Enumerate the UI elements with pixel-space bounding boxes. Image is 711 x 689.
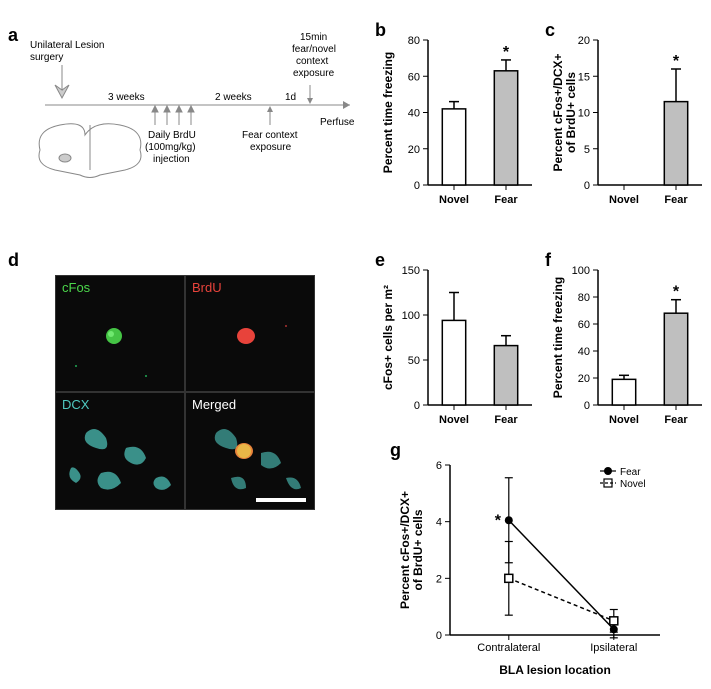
svg-text:Novel: Novel — [439, 194, 469, 206]
dcx-label: DCX — [62, 397, 89, 412]
svg-text:100: 100 — [402, 310, 420, 322]
micro-merged: Merged — [185, 392, 315, 510]
brdu-label-2: (100mg/kg) — [145, 142, 196, 153]
svg-text:50: 50 — [408, 355, 420, 367]
svg-text:20: 20 — [578, 373, 590, 385]
svg-text:Fear: Fear — [494, 194, 518, 206]
panel-a-timeline: Unilateral Lesion surgery 3 weeks 2 week… — [20, 30, 370, 220]
svg-text:10: 10 — [578, 108, 590, 120]
svg-text:150: 150 — [402, 265, 420, 277]
svg-text:20: 20 — [578, 35, 590, 47]
svg-text:40: 40 — [578, 346, 590, 358]
panel-label-a: a — [8, 25, 18, 46]
panel-label-d: d — [8, 250, 19, 271]
svg-text:0: 0 — [414, 180, 420, 192]
panel-f-chart: 0 20 40 60 80 100 Percent time freezing Novel Fe… — [550, 260, 710, 440]
svg-text:Novel: Novel — [620, 479, 646, 490]
merged-label: Merged — [192, 397, 236, 412]
svg-text:Percent cFos+/DCX+: Percent cFos+/DCX+ — [551, 53, 565, 171]
svg-text:of BrdU+ cells: of BrdU+ cells — [564, 72, 578, 153]
panel-b-chart: 0 20 40 60 80 Percent time freezing Novel Fear * — [380, 30, 540, 220]
panel-a-3weeks: 3 weeks — [108, 92, 145, 103]
svg-text:BLA lesion location: BLA lesion location — [499, 663, 611, 677]
svg-text:60: 60 — [578, 319, 590, 331]
svg-text:4: 4 — [436, 517, 442, 529]
svg-text:Percent time freezing: Percent time freezing — [551, 277, 565, 398]
micro-cfos: cFos — [55, 275, 185, 392]
svg-text:5: 5 — [584, 144, 590, 156]
svg-text:Novel: Novel — [609, 194, 639, 206]
svg-text:Contralateral: Contralateral — [477, 642, 540, 654]
svg-text:0: 0 — [584, 400, 590, 412]
panel-a-2weeks: 2 weeks — [215, 92, 252, 103]
svg-text:Fear: Fear — [664, 414, 688, 426]
perfuse-label: Perfuse — [320, 117, 355, 128]
expo-1: 15min — [300, 32, 327, 43]
svg-text:Percent time freezing: Percent time freezing — [381, 52, 395, 173]
svg-text:80: 80 — [578, 292, 590, 304]
svg-text:*: * — [673, 284, 680, 301]
brdu-label-1: Daily BrdU — [148, 130, 196, 141]
panel-a-surgery-label: Unilateral Lesion — [30, 40, 105, 51]
panel-e-chart: 0 50 100 150 cFos+ cells per m² Novel Fear — [380, 260, 540, 440]
expo-2: fear/novel — [292, 44, 336, 55]
svg-text:60: 60 — [408, 71, 420, 83]
fear-ctx-1: Fear context — [242, 130, 298, 141]
svg-text:40: 40 — [408, 108, 420, 120]
svg-text:0: 0 — [436, 630, 442, 642]
svg-text:20: 20 — [408, 144, 420, 156]
svg-text:Novel: Novel — [609, 414, 639, 426]
svg-text:*: * — [503, 44, 510, 61]
panel-c-chart: 0 5 10 15 20 Percent cFos+/DCX+of BrdU+ cells… — [550, 30, 710, 220]
svg-text:of BrdU+ cells: of BrdU+ cells — [411, 509, 425, 590]
panel-a-surgery-label2: surgery — [30, 52, 63, 63]
svg-text:15: 15 — [578, 71, 590, 83]
svg-text:Fear: Fear — [620, 467, 641, 478]
svg-text:0: 0 — [584, 180, 590, 192]
svg-text:Fear: Fear — [664, 194, 688, 206]
fear-ctx-2: exposure — [250, 142, 292, 153]
expo-3: context — [296, 56, 328, 67]
cfos-label: cFos — [62, 280, 90, 295]
svg-text:2: 2 — [436, 573, 442, 585]
svg-text:6: 6 — [436, 460, 442, 472]
micro-brdu: BrdU — [185, 275, 315, 392]
svg-text:0: 0 — [414, 400, 420, 412]
svg-text:80: 80 — [408, 35, 420, 47]
brdu-label-3: injection — [153, 154, 190, 165]
svg-text:Novel: Novel — [439, 414, 469, 426]
micro-dcx: DCX — [55, 392, 185, 510]
svg-text:Percent cFos+/DCX+: Percent cFos+/DCX+ — [398, 491, 412, 609]
svg-text:Ipsilateral: Ipsilateral — [590, 642, 637, 654]
panel-a-1d: 1d — [285, 92, 296, 103]
svg-text:100: 100 — [572, 265, 590, 277]
brdu-label: BrdU — [192, 280, 222, 295]
svg-text:*: * — [495, 512, 502, 529]
expo-4: exposure — [293, 68, 335, 79]
panel-d-micrograph: cFos BrdU DCX Merged — [55, 275, 315, 510]
svg-text:Fear: Fear — [494, 414, 518, 426]
svg-text:cFos+ cells per m²: cFos+ cells per m² — [381, 285, 395, 390]
svg-text:*: * — [673, 53, 680, 70]
panel-g-chart: 0 2 4 6 Percent cFos+/DCX+of BrdU+ cells Cont… — [395, 455, 675, 680]
